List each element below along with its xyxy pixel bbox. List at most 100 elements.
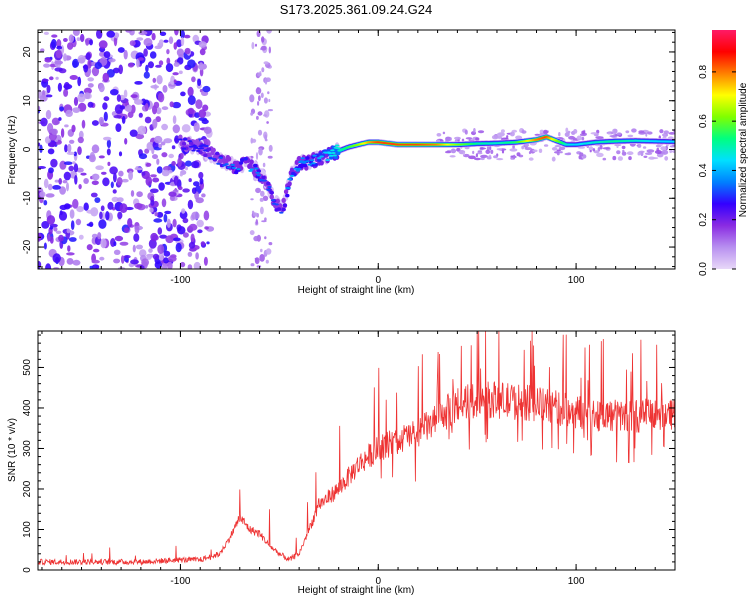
noise-blob: [187, 107, 195, 115]
ridge-mark: [249, 168, 254, 171]
noise-blob: [609, 135, 617, 138]
noise-blob: [86, 223, 94, 227]
noise-blob: [596, 152, 604, 158]
noise-blob: [54, 179, 59, 183]
noise-blob: [267, 155, 273, 159]
ridge-mark: [299, 160, 304, 163]
noise-blob: [103, 96, 110, 102]
ridge-mark: [206, 147, 212, 151]
noise-blob: [99, 256, 105, 261]
noise-blob: [47, 183, 53, 191]
noise-blob: [87, 68, 92, 75]
noise-blob: [479, 147, 487, 150]
noise-blob: [672, 149, 675, 154]
ridge-mark: [331, 152, 336, 154]
noise-blob: [617, 156, 624, 161]
noise-blob: [113, 249, 121, 255]
ridge-mark: [188, 145, 194, 148]
ridge-mark: [203, 153, 208, 158]
noise-blob: [52, 185, 61, 190]
noise-blob: [512, 144, 515, 149]
noise-blob: [59, 204, 68, 211]
noise-blob: [78, 234, 84, 240]
noise-blob: [515, 135, 523, 140]
noise-blob: [85, 52, 91, 61]
ridge-mark: [269, 190, 274, 195]
noise-blob: [68, 237, 77, 242]
ridge-mark: [305, 156, 310, 160]
noise-blob: [172, 124, 180, 134]
noise-blob: [473, 127, 476, 133]
ridge-mark: [269, 194, 274, 200]
noise-blob: [191, 76, 196, 83]
x-tick-label: 100: [568, 576, 585, 587]
noise-blob: [621, 151, 627, 156]
ridge-mark: [188, 141, 194, 145]
noise-blob: [102, 102, 108, 110]
noise-blob: [39, 191, 46, 198]
noise-blob: [100, 205, 105, 212]
noise-blob: [450, 148, 457, 154]
noise-blob: [266, 30, 272, 34]
noise-blob: [55, 76, 59, 80]
noise-blob: [191, 211, 200, 220]
noise-blob: [123, 255, 131, 259]
y-tick-label: 300: [22, 440, 33, 457]
ridge-mark: [325, 159, 330, 161]
noise-blob: [63, 161, 73, 165]
noise-blob: [264, 138, 268, 142]
noise-blob: [87, 59, 92, 70]
noise-blob: [171, 161, 176, 166]
noise-blob: [124, 138, 128, 145]
ridge-mark: [255, 171, 260, 174]
noise-blob: [581, 130, 586, 135]
noise-blob: [193, 261, 201, 269]
ridge-mark: [243, 157, 248, 161]
noise-blob: [59, 186, 66, 195]
noise-blob: [172, 189, 179, 193]
noise-blob: [661, 149, 669, 155]
noise-blob: [195, 99, 203, 110]
noise-blob: [170, 75, 176, 86]
noise-blob: [89, 39, 93, 46]
noise-blob: [177, 186, 183, 191]
noise-blob: [51, 117, 60, 126]
noise-blob: [267, 109, 273, 112]
noise-blob: [67, 42, 74, 50]
noise-blob: [177, 226, 186, 235]
noise-blob: [663, 130, 669, 134]
bottom-x-axis-label: Height of straight line (km): [298, 585, 415, 596]
noise-blob: [621, 145, 626, 150]
noise-blob: [76, 206, 84, 213]
noise-blob: [91, 259, 100, 264]
noise-blob: [43, 178, 49, 189]
noise-blob: [627, 134, 634, 138]
noise-blob: [70, 220, 75, 231]
noise-blob: [72, 60, 78, 68]
noise-blob: [558, 146, 566, 151]
noise-blob: [64, 144, 68, 153]
colorbar-tick-label: 0.6: [698, 114, 709, 128]
noise-blob: [521, 130, 527, 134]
noise-blob: [263, 97, 268, 104]
noise-blob: [106, 30, 115, 38]
noise-blob: [55, 49, 62, 59]
noise-blob: [177, 157, 182, 168]
noise-blob: [62, 180, 68, 184]
noise-blob: [83, 64, 89, 73]
noise-blob: [198, 109, 207, 118]
ridge-mark: [327, 152, 333, 155]
ridge-mark: [216, 162, 221, 165]
noise-blob: [150, 174, 157, 178]
noise-blob: [521, 145, 525, 150]
noise-blob: [107, 161, 111, 166]
snr-series-line: [38, 331, 675, 566]
noise-blob: [96, 30, 103, 39]
noise-blob: [631, 128, 637, 133]
noise-blob: [491, 135, 499, 140]
noise-blob: [68, 34, 75, 43]
noise-blob: [602, 157, 607, 161]
noise-blob: [201, 119, 209, 125]
ridge-mark: [231, 166, 236, 169]
ridge-mark: [285, 193, 290, 198]
